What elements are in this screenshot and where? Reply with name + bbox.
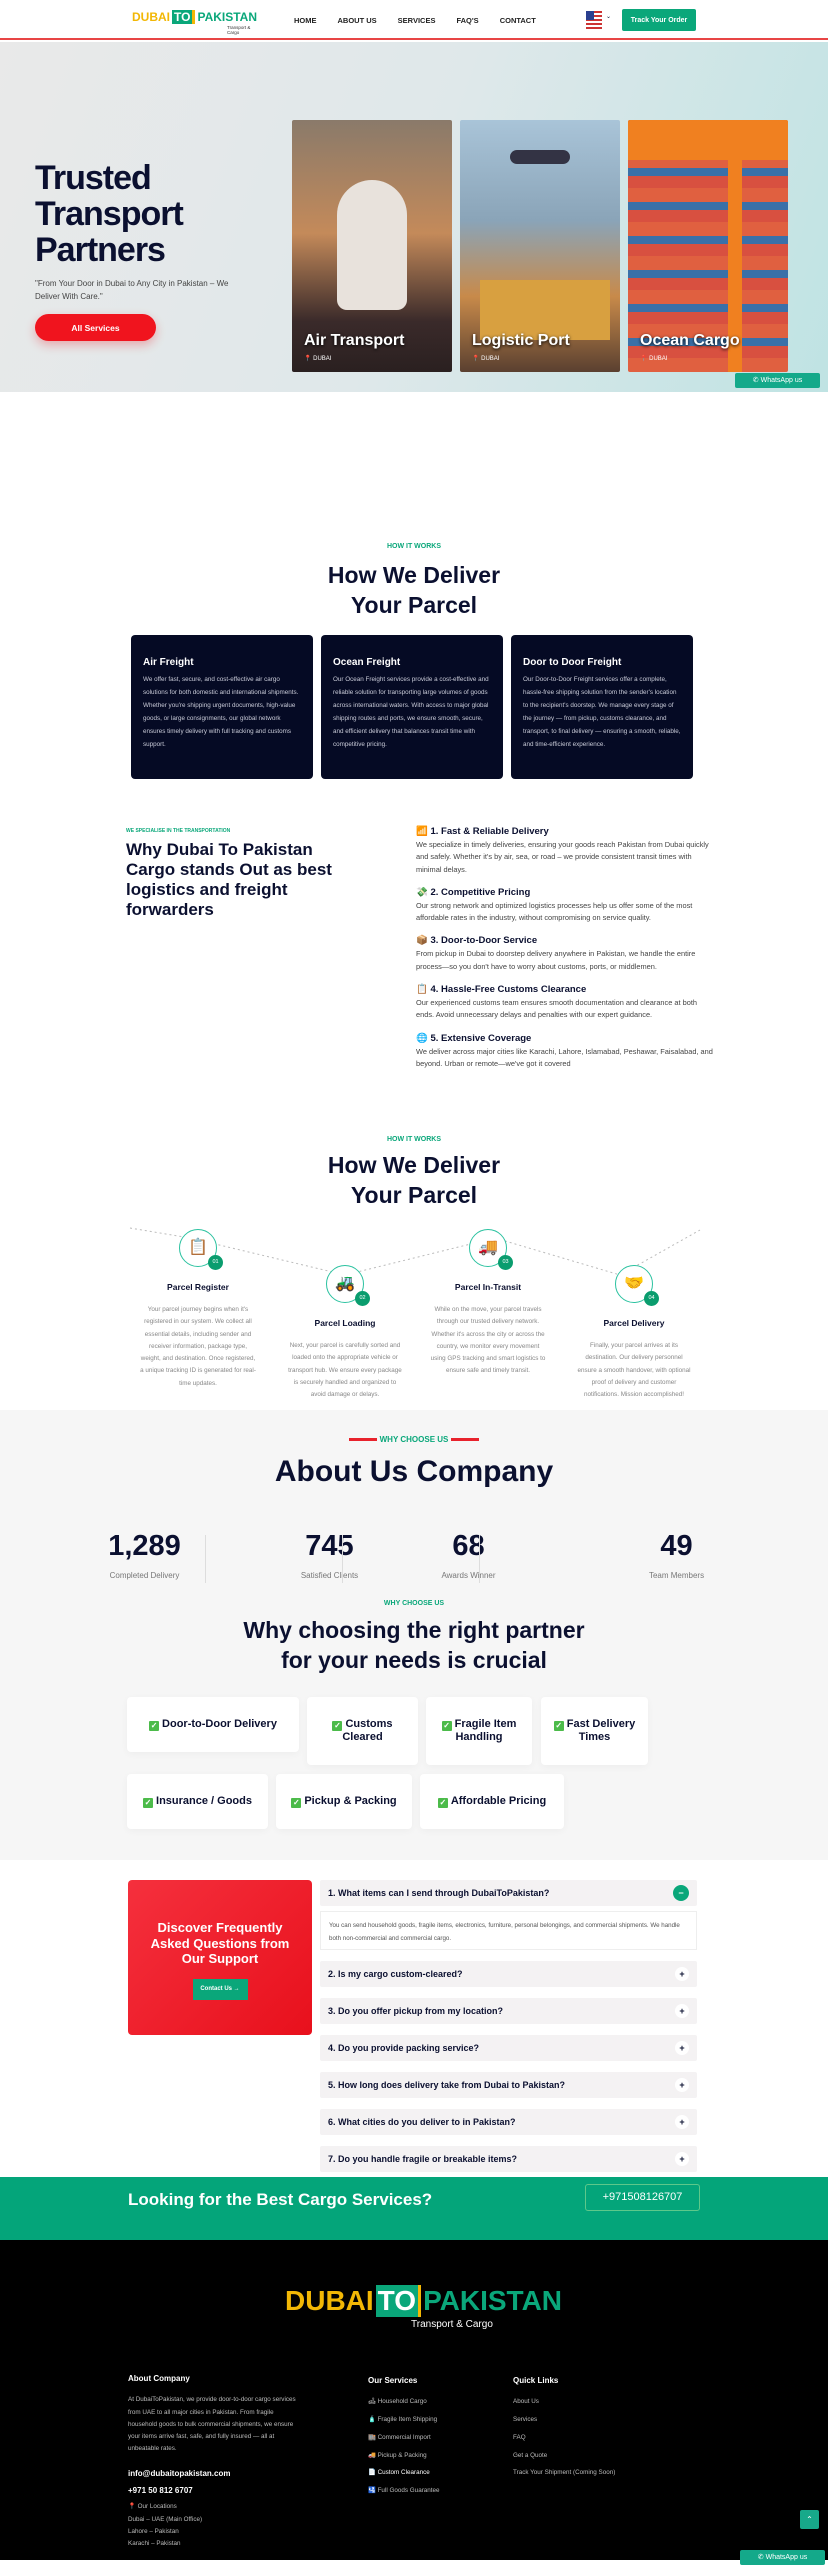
service-card-logistic[interactable]: Logistic Port 📍 DUBAI xyxy=(460,120,620,372)
footer-phone[interactable]: +971 50 812 6707 xyxy=(128,2486,193,2496)
truck-image xyxy=(480,280,610,340)
footer-whatsapp-button[interactable]: ✆ WhatsApp us xyxy=(740,2550,825,2565)
about-kicker: WHY CHOOSE US xyxy=(0,1435,828,1444)
feature-card: ✓ Door-to-Door Delivery xyxy=(127,1697,299,1752)
nav-about[interactable]: ABOUT US xyxy=(337,16,377,25)
plus-icon: + xyxy=(675,2152,689,2166)
check-icon: ✓ xyxy=(149,1721,160,1731)
chevron-down-icon[interactable]: ⌄ xyxy=(606,14,612,20)
faq-item-1[interactable]: 1. What items can I send through DubaiTo… xyxy=(320,1880,697,1906)
whatsapp-button[interactable]: ✆ WhatsApp us xyxy=(735,373,820,388)
freight-card-air: Air Freight We offer fast, secure, and co… xyxy=(131,635,313,779)
nav-services[interactable]: SERVICES xyxy=(397,16,436,25)
faq-item-6[interactable]: 6. What cities do you deliver to in Paki… xyxy=(320,2109,697,2135)
faq-item-5[interactable]: 5. How long does delivery take from Duba… xyxy=(320,2072,697,2098)
faq-item-2[interactable]: 2. Is my cargo custom-cleared? + xyxy=(320,1961,697,1987)
plus-icon: + xyxy=(675,2004,689,2018)
process-title: How We Deliver Your Parcel xyxy=(327,1152,501,1208)
airplane-image xyxy=(337,180,407,310)
faq-promo-box: Discover Frequently Asked Questions from… xyxy=(128,1880,312,2035)
cta-title: Looking for the Best Cargo Services? xyxy=(128,2190,433,2209)
forklift-icon: 🚜 02 xyxy=(326,1265,370,1306)
stat-team: 49 Team Members xyxy=(648,1530,705,1580)
footer: DUBAI TO PAKISTAN Transport & Cargo xyxy=(0,2240,828,2560)
whatsapp-icon: ✆ xyxy=(752,377,759,384)
feature-card: ✓ Fragile Item Handling xyxy=(426,1697,532,1765)
crane-image xyxy=(728,160,742,372)
process-kicker: HOW IT WORKS xyxy=(386,1136,442,1143)
why-item: 📶 1. Fast & Reliable Delivery We speciali… xyxy=(416,826,709,874)
nav-faqs[interactable]: FAQ'S xyxy=(456,16,479,25)
cta-phone-button[interactable]: +971508126707 xyxy=(585,2184,700,2211)
why-item: 🌐 5. Extensive Coverage We deliver across… xyxy=(416,1032,713,1068)
hero-title: Trusted Transport Partners xyxy=(35,159,184,269)
why-list: 📶 1. Fast & Reliable Delivery We speciali… xyxy=(416,826,716,1081)
feature-card: ✓ Affordable Pricing xyxy=(420,1774,564,1829)
process-step: 🚚 03 Parcel In-Transit While on the move, y… xyxy=(423,1229,553,1378)
check-icon: ✓ xyxy=(441,1721,452,1731)
plus-icon: + xyxy=(675,2115,689,2129)
freight-card-ocean: Ocean Freight Our Ocean Freight services … xyxy=(321,635,503,779)
language-selector-us-flag-icon[interactable] xyxy=(586,11,602,29)
all-services-button[interactable]: All Services xyxy=(35,314,156,341)
stat-completed: 1,289 Completed Delivery xyxy=(108,1530,181,1580)
freight-card-door: Door to Door Freight Our Door-to-Door Fre… xyxy=(511,635,693,779)
why-item: 📋 4. Hassle-Free Customs Clearance Our ex… xyxy=(416,984,698,1020)
why-item: 📦 3. Door-to-Door Service From pickup in … xyxy=(416,935,696,971)
main-nav: HOME ABOUT US SERVICES FAQ'S CONTACT xyxy=(294,16,536,25)
hero-subtitle: "From Your Door in Dubai to Any City in … xyxy=(35,279,229,301)
contact-us-button[interactable]: Contact Us → xyxy=(192,1978,248,2000)
back-to-top-arrow-icon[interactable]: ⌃ xyxy=(800,2510,819,2529)
register-icon: 📋 01 xyxy=(179,1229,223,1270)
handover-icon: 🤝 04 xyxy=(615,1265,659,1306)
nav-home[interactable]: HOME xyxy=(294,16,317,25)
partner-title: Why choosing the right partner for your n… xyxy=(243,1617,585,1673)
cta-banner: Looking for the Best Cargo Services? +97… xyxy=(0,2177,828,2240)
plus-icon: + xyxy=(675,1967,689,1981)
feature-card: ✓ Fast Delivery Times xyxy=(541,1697,648,1765)
truck-icon: 🚚 03 xyxy=(469,1229,513,1270)
faq-item-7[interactable]: 7. Do you handle fragile or breakable it… xyxy=(320,2146,697,2172)
plus-icon: + xyxy=(675,2041,689,2055)
feature-card: ✓ Insurance / Goods xyxy=(127,1774,268,1829)
site-header: DUBAI TO PAKISTAN Transport & Cargo HOME A… xyxy=(0,0,828,40)
process-dotted-path xyxy=(129,1227,701,1276)
feature-card: ✓ Customs Cleared xyxy=(307,1697,418,1765)
why-heading: WE SPECIALISE IN THE TRANSPORTATION Why … xyxy=(126,828,332,919)
minus-icon: − xyxy=(673,1885,689,1901)
service-card-ocean[interactable]: Ocean Cargo 📍 DUBAI xyxy=(628,120,788,372)
partner-kicker: WHY CHOOSE US xyxy=(383,1600,445,1607)
track-order-button[interactable]: Track Your Order xyxy=(622,9,696,31)
check-icon: ✓ xyxy=(553,1721,564,1731)
process-step: 🤝 04 Parcel Delivery Finally, your parcel a… xyxy=(569,1265,699,1401)
stat-clients: 745 Satisfied Clients xyxy=(300,1530,359,1580)
footer-about: About Company At DubaiToPakistan, we pro… xyxy=(128,2373,303,2551)
whatsapp-icon: ✆ xyxy=(757,2554,764,2561)
plane-image xyxy=(510,150,570,164)
check-icon: ✓ xyxy=(143,1798,154,1808)
how-kicker: HOW IT WORKS xyxy=(386,543,442,550)
nav-contact[interactable]: CONTACT xyxy=(499,16,536,25)
faq-item-3[interactable]: 3. Do you offer pickup from my location?… xyxy=(320,1998,697,2024)
faq-item-4[interactable]: 4. Do you provide packing service? + xyxy=(320,2035,697,2061)
footer-services: Our Services 🛋 Household Cargo 🧴 Fragile… xyxy=(368,2376,440,2495)
plus-icon: + xyxy=(675,2078,689,2092)
feature-card: ✓ Pickup & Packing xyxy=(276,1774,412,1829)
footer-email[interactable]: info@dubaitopakistan.com xyxy=(128,2468,231,2478)
service-card-air[interactable]: Air Transport 📍 DUBAI xyxy=(292,120,452,372)
footer-logo[interactable]: DUBAI TO PAKISTAN Transport & Cargo xyxy=(285,2285,563,2330)
about-title: About Us Company xyxy=(274,1455,554,1488)
stat-awards: 68 Awards Winner xyxy=(441,1530,496,1580)
process-step: 🚜 02 Parcel Loading Next, your parcel is ca… xyxy=(280,1265,410,1401)
check-icon: ✓ xyxy=(332,1721,343,1731)
check-icon: ✓ xyxy=(291,1798,302,1808)
process-step: 📋 01 Parcel Register Your parcel journey be… xyxy=(133,1229,263,1390)
check-icon: ✓ xyxy=(437,1798,448,1808)
faq-answer-1: You can send household goods, fragile it… xyxy=(320,1911,697,1950)
why-item: 💸 2. Competitive Pricing Our strong netwo… xyxy=(416,886,693,923)
how-title: How We Deliver Your Parcel xyxy=(327,562,501,618)
footer-quick-links: Quick Links About Us Services FAQ Get a … xyxy=(513,2376,616,2477)
hero: Trusted Transport Partners "From Your Door… xyxy=(0,42,828,392)
logo[interactable]: DUBAI TO PAKISTAN Transport & Cargo xyxy=(132,10,258,35)
